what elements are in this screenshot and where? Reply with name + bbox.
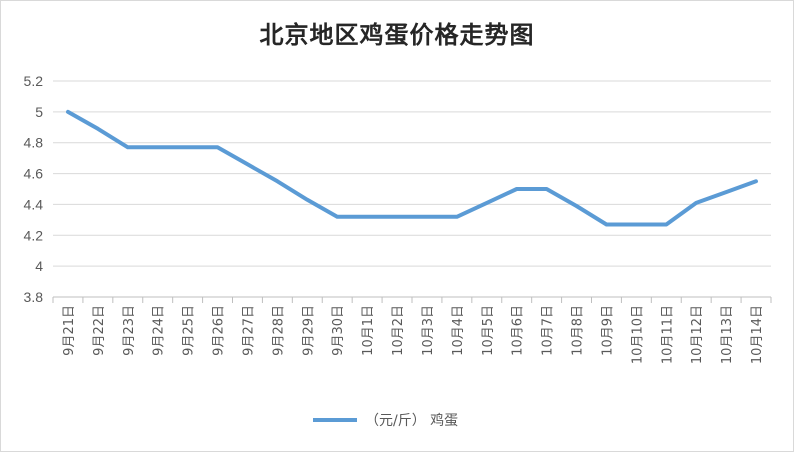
x-tick-label: 10月12日: [690, 305, 705, 364]
x-axis: [53, 297, 771, 303]
x-tick-label: 9月29日: [301, 305, 316, 356]
x-tick-label: 9月27日: [241, 305, 256, 356]
x-tick-label: 9月25日: [182, 305, 197, 356]
legend-label: （元/斤） 鸡蛋: [365, 410, 458, 430]
x-axis-ticks: 9月21日 9月22日 9月23日 9月24日 9月25日 9月26日 9月27日 9月28日…: [62, 305, 765, 364]
y-tick-label: 4.8: [24, 135, 44, 151]
x-tick-label: 9月23日: [122, 305, 137, 356]
x-tick-label: 10月6日: [511, 305, 526, 356]
x-tick-label: 10月8日: [571, 305, 586, 356]
y-tick-label: 3.8: [24, 289, 44, 305]
gridlines: [53, 81, 771, 266]
x-tick-label: 9月24日: [152, 305, 167, 356]
y-tick-label: 4.6: [24, 166, 44, 182]
x-tick-label: 9月22日: [92, 305, 107, 356]
legend-swatch: [313, 418, 357, 422]
x-tick-label: 10月10日: [630, 305, 645, 364]
y-tick-label: 5.2: [24, 73, 44, 89]
x-tick-label: 10月14日: [750, 305, 765, 364]
x-tick-label: 10月13日: [720, 305, 735, 364]
x-tick-label: 10月1日: [361, 305, 376, 356]
x-tick-label: 9月30日: [331, 305, 346, 356]
x-tick-label: 9月26日: [212, 305, 227, 356]
x-tick-label: 10月4日: [451, 305, 466, 356]
series-group: [68, 112, 756, 225]
series-line: [68, 112, 756, 225]
x-tick-label: 10月3日: [421, 305, 436, 356]
x-tick-label: 10月7日: [541, 305, 556, 356]
x-tick-label: 9月28日: [271, 305, 286, 356]
x-tick-label: 10月9日: [600, 305, 615, 356]
y-axis-ticks: 5.2 5 4.8 4.6 4.4 4.2 4 3.8: [24, 73, 44, 305]
y-tick-label: 4: [35, 258, 43, 274]
x-tick-label: 10月11日: [660, 305, 675, 364]
y-tick-label: 4.2: [24, 227, 44, 243]
x-tick-label: 9月21日: [62, 305, 77, 356]
y-tick-label: 5: [35, 104, 43, 120]
x-tick-label: 10月5日: [481, 305, 496, 356]
x-tick-label: 10月2日: [391, 305, 406, 356]
legend: （元/斤） 鸡蛋: [313, 410, 458, 430]
y-tick-label: 4.4: [24, 196, 44, 212]
